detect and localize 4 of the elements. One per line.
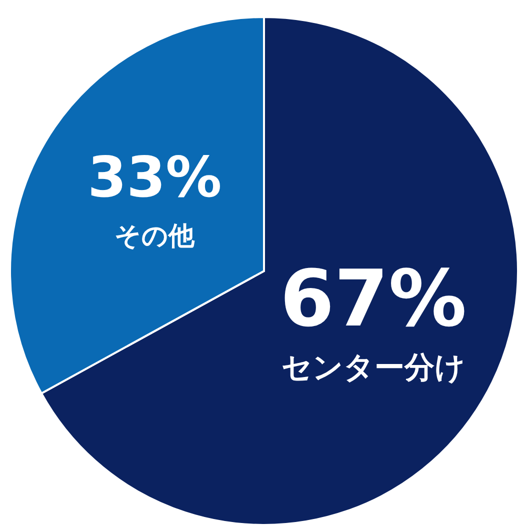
data-label: 33% — [88, 145, 222, 210]
data-label: 67% — [280, 254, 467, 345]
slice-label: その他 — [114, 221, 196, 252]
slice-label: センター分け — [281, 350, 466, 386]
